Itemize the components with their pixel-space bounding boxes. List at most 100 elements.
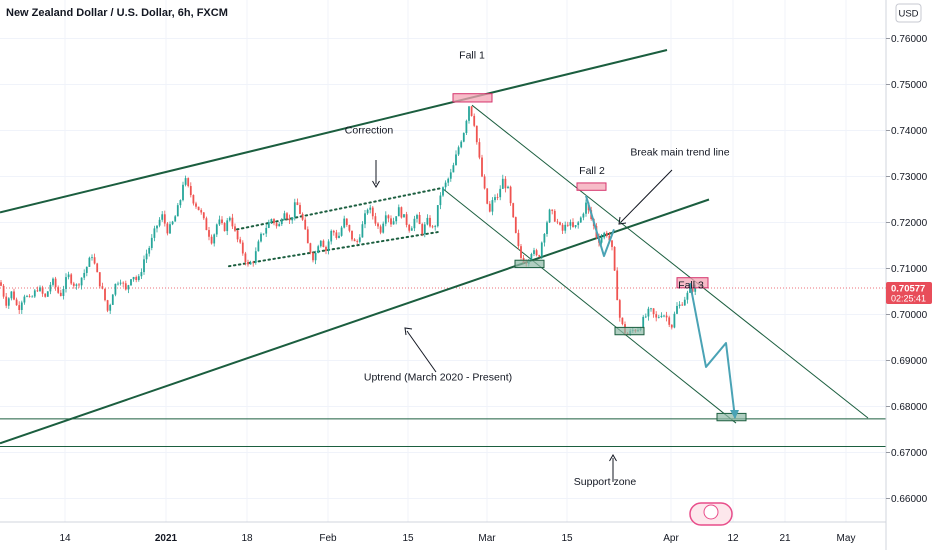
candle-body (405, 214, 408, 225)
candle-body (382, 223, 385, 233)
candle-body (273, 219, 275, 224)
candle-body (127, 285, 130, 290)
candle-body (176, 205, 179, 217)
candle-body (618, 300, 621, 318)
time-tick-label: 18 (241, 533, 253, 544)
candle-body (431, 226, 434, 228)
candle-body (119, 282, 122, 284)
time-tick-label: 21 (779, 533, 791, 544)
candle-body (306, 229, 309, 244)
candle-body (270, 219, 273, 222)
candle-body (475, 125, 478, 143)
candle-body (556, 221, 559, 223)
candle-body (582, 213, 585, 218)
candle-body (104, 288, 106, 301)
lower-channel-trendline (0, 198, 710, 445)
candle-body (330, 230, 333, 242)
candle-body (135, 276, 138, 280)
candle-body (608, 235, 611, 241)
candle-body (353, 239, 356, 242)
candle-body (468, 106, 470, 121)
candle-body (36, 290, 39, 292)
candle-body (512, 203, 515, 218)
candle-body (564, 224, 567, 231)
candle-body (548, 209, 551, 223)
candle-body (192, 195, 195, 204)
currency-button[interactable]: USD (895, 3, 922, 23)
candle-body (275, 223, 278, 227)
candle-body (369, 207, 372, 210)
candle-body (377, 223, 379, 227)
candle-body (540, 242, 543, 257)
break-trendline-arrow-head (618, 216, 627, 225)
candle-body (473, 115, 476, 126)
candle-body (18, 305, 21, 310)
candle-body (491, 200, 494, 212)
red-zone (676, 277, 709, 289)
candle-body (600, 237, 603, 243)
current-price-value: 0.70577 (891, 283, 925, 294)
time-tick-label: 15 (561, 533, 573, 544)
candle-body (26, 295, 28, 297)
candle-body (486, 188, 489, 204)
candle-body (98, 272, 101, 287)
green-zone (614, 326, 645, 336)
candle-body (189, 186, 192, 196)
candle-body (683, 299, 686, 306)
candle-body (54, 278, 57, 288)
candle-body (395, 216, 398, 222)
candle-body (262, 233, 265, 235)
candle-body (166, 223, 169, 234)
candle-body (44, 293, 47, 297)
candle-body (577, 222, 580, 226)
candle-body (559, 222, 561, 225)
candle-body (20, 302, 23, 310)
candle-body (2, 285, 5, 297)
candle-body (65, 277, 67, 289)
candle-body (319, 240, 322, 247)
earnings-icon[interactable] (689, 502, 733, 526)
candle-body (130, 279, 132, 286)
projection-arrowhead (730, 410, 739, 419)
annotation-label: Fall 2 (579, 165, 605, 177)
candle-body (0, 282, 2, 286)
candle-body (694, 284, 697, 292)
candle-body (78, 284, 80, 286)
candle-body (488, 203, 491, 212)
candle-body (288, 218, 291, 221)
zones (452, 93, 747, 422)
time-tick-label: Mar (478, 533, 496, 544)
uptrend-arrow (406, 330, 437, 373)
time-axis[interactable]: 14 2021 18 Feb 15 Mar 15 Apr 12 21 May (59, 533, 855, 544)
candle-body (340, 227, 343, 236)
candle-body (442, 187, 444, 196)
candle-body (114, 283, 117, 295)
candle-body (197, 206, 200, 211)
candle-body (109, 304, 112, 311)
price-tick-label: 0.67000 (891, 448, 928, 459)
candle-body (85, 266, 88, 273)
candle-body (400, 207, 403, 218)
candle-body (62, 288, 65, 296)
candle-body (101, 286, 104, 289)
candle-body (28, 295, 31, 297)
candle-body (96, 263, 99, 273)
candle-body (67, 274, 70, 278)
candle-body (218, 219, 221, 225)
candle-body (514, 217, 517, 233)
candle-body (647, 308, 650, 317)
candle-body (673, 313, 676, 328)
candle-body (358, 237, 361, 242)
candle-body (434, 226, 437, 227)
candle-body (579, 217, 582, 223)
candle-body (205, 218, 208, 231)
candle-body (283, 213, 286, 220)
price-axis[interactable]: 0.76000 0.75000 0.74000 0.73000 0.72000 0.710… (886, 34, 928, 505)
upper-channel-trendline (0, 49, 668, 214)
candle-body (351, 230, 353, 240)
candle-body (447, 178, 450, 183)
candle-body (52, 278, 54, 285)
candle-body (452, 165, 455, 173)
